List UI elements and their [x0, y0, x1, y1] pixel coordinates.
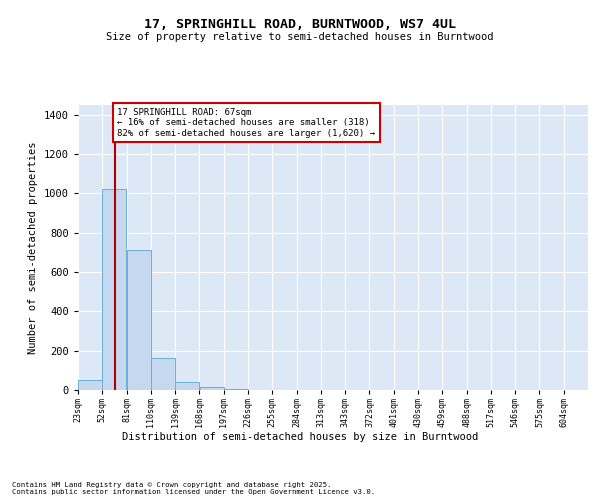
Bar — [151, 358, 175, 390]
Bar — [224, 389, 248, 390]
Bar — [200, 387, 224, 390]
Bar — [127, 250, 151, 390]
Y-axis label: Number of semi-detached properties: Number of semi-detached properties — [28, 141, 38, 354]
Bar — [103, 188, 127, 390]
Text: 17, SPRINGHILL ROAD, BURNTWOOD, WS7 4UL: 17, SPRINGHILL ROAD, BURNTWOOD, WS7 4UL — [144, 18, 456, 30]
Text: Contains HM Land Registry data © Crown copyright and database right 2025.
Contai: Contains HM Land Registry data © Crown c… — [12, 482, 375, 495]
Text: 17 SPRINGHILL ROAD: 67sqm
← 16% of semi-detached houses are smaller (318)
82% of: 17 SPRINGHILL ROAD: 67sqm ← 16% of semi-… — [118, 108, 376, 138]
Text: Size of property relative to semi-detached houses in Burntwood: Size of property relative to semi-detach… — [106, 32, 494, 42]
Text: Distribution of semi-detached houses by size in Burntwood: Distribution of semi-detached houses by … — [122, 432, 478, 442]
Bar — [175, 382, 199, 390]
Bar — [78, 380, 102, 390]
